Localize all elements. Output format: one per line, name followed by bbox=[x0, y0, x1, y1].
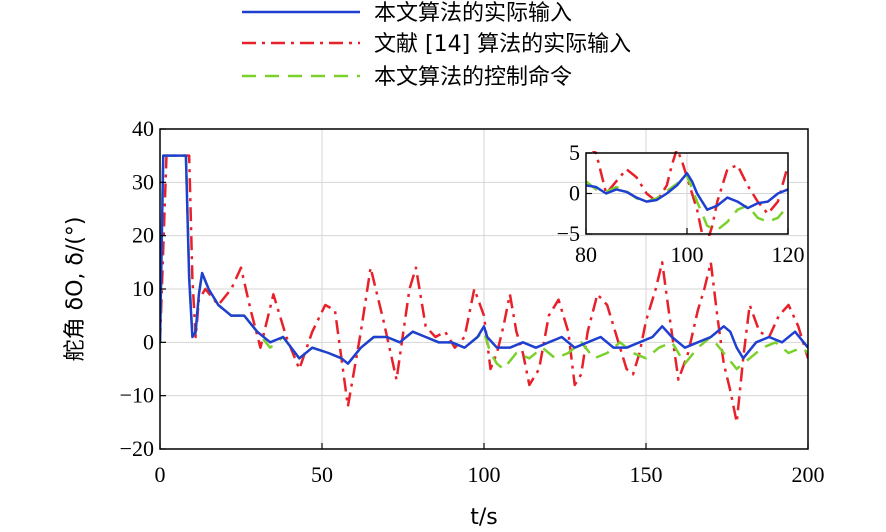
main-y-tick-label: 40 bbox=[132, 116, 154, 141]
main-y-tick-label: 10 bbox=[132, 276, 154, 301]
inset-y-tick-label: 0 bbox=[569, 181, 580, 206]
legend-label-1: 文献 [14] 算法的实际输入 bbox=[374, 32, 631, 57]
inset-series-line-1 bbox=[591, 151, 788, 236]
legend-label-2: 本文算法的控制命令 bbox=[374, 65, 572, 90]
main-x-tick-label: 0 bbox=[155, 462, 166, 487]
inset-x-tick-label: 100 bbox=[671, 242, 704, 267]
inset-x-tick-label: 80 bbox=[575, 242, 597, 267]
main-series-line-1 bbox=[160, 154, 808, 424]
x-axis-label: t/s bbox=[470, 505, 498, 530]
inset-plot: 80 100 120 −5 0 5 bbox=[557, 140, 805, 267]
inset-series-line-2 bbox=[586, 174, 788, 232]
main-x-tick-label: 200 bbox=[792, 462, 825, 487]
main-series-line-0 bbox=[160, 154, 808, 365]
inset-x-tick-label: 120 bbox=[772, 242, 805, 267]
main-x-tick-label: 50 bbox=[311, 462, 333, 487]
main-y-tick-label: 30 bbox=[132, 169, 154, 194]
main-y-tick-label: 0 bbox=[143, 329, 154, 354]
main-y-tick-label: 20 bbox=[132, 223, 154, 248]
axis-labels: t/s 舵角 δO, δ/(°) bbox=[63, 217, 498, 530]
inset-series-line-0 bbox=[586, 172, 788, 211]
main-y-tick-label: −10 bbox=[120, 383, 154, 408]
y-axis-label: 舵角 δO, δ/(°) bbox=[63, 217, 88, 362]
main-y-tick-label: −20 bbox=[120, 436, 154, 461]
inset-y-tick-label: −5 bbox=[557, 221, 580, 246]
main-x-tick-label: 100 bbox=[468, 462, 501, 487]
inset-y-tick-label: 5 bbox=[569, 140, 580, 165]
main-x-tick-label: 150 bbox=[630, 462, 663, 487]
legend-label-0: 本文算法的实际输入 bbox=[374, 1, 572, 26]
